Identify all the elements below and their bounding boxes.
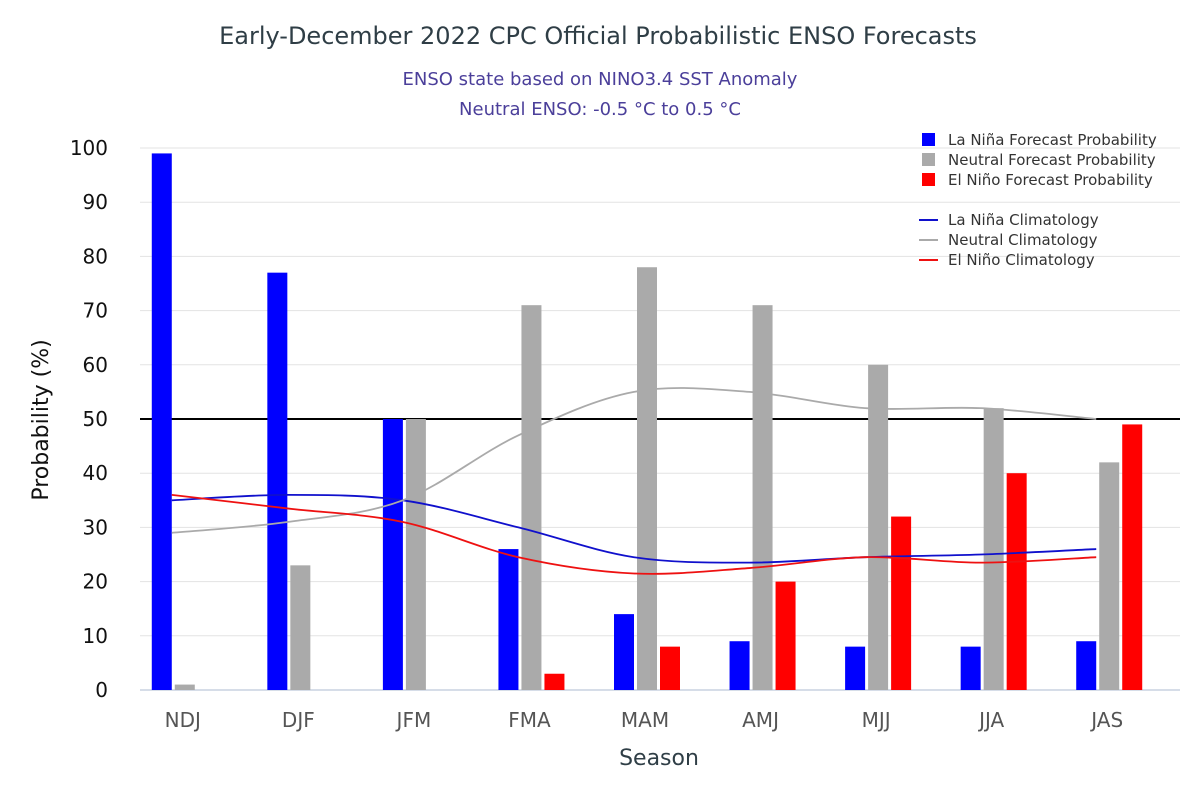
- bar-la-JJA: [960, 646, 981, 690]
- bar-el-AMJ: [775, 581, 796, 690]
- bar-neutral-AMJ: [752, 305, 773, 690]
- x-axis-label: Season: [619, 746, 699, 771]
- y-axis-ticks: 0 10 20 30 40 50 60 70 80 90 100: [70, 136, 108, 702]
- bar-neutral-DJF: [290, 565, 311, 690]
- x-tick-label-MJJ: MJJ: [862, 708, 891, 732]
- legend-label-1: Neutral Forecast Probability: [948, 151, 1156, 169]
- chart-title: Early-December 2022 CPC Official Probabi…: [219, 22, 977, 50]
- bar-el-FMA: [544, 673, 565, 690]
- bar-la-MAM: [614, 614, 634, 690]
- bar-neutral-JFM: [405, 419, 426, 690]
- bar-el-JJA: [1006, 473, 1027, 690]
- bar-la-FMA: [498, 549, 519, 690]
- y-tick-label-80: 80: [83, 244, 108, 268]
- x-tick-label-JJA: JJA: [977, 708, 1004, 732]
- chart-subtitle: ENSO state based on NINO3.4 SST Anomaly: [403, 69, 798, 90]
- x-tick-label-AMJ: AMJ: [742, 708, 779, 732]
- y-tick-label-40: 40: [83, 461, 108, 485]
- bar-el-JAS: [1122, 424, 1143, 690]
- legend-line-label-0: La Niña Climatology: [948, 211, 1099, 229]
- bar-la-JAS: [1076, 641, 1097, 690]
- x-axis-ticks: NDJ DJF JFM FMA MAM AMJ MJJ JJA JAS: [165, 708, 1124, 732]
- legend-swatch-0: [922, 133, 935, 146]
- bar-el-MAM: [660, 646, 680, 690]
- bar-la-DJF: [267, 272, 288, 690]
- line-la-nina-climatology: [171, 493, 1097, 564]
- line-neutral-climatology: [171, 387, 1097, 534]
- y-tick-label-50: 50: [83, 407, 108, 431]
- x-tick-label-NDJ: NDJ: [165, 708, 201, 732]
- y-tick-label-30: 30: [83, 515, 108, 539]
- y-tick-label-10: 10: [83, 624, 108, 648]
- y-tick-label-70: 70: [83, 299, 108, 323]
- y-tick-label-20: 20: [83, 570, 108, 594]
- bar-la-MJJ: [845, 646, 866, 690]
- legend-label-2: El Niño Forecast Probability: [948, 171, 1153, 189]
- legend-swatch-2: [922, 173, 935, 186]
- legend: La Niña Forecast Probability Neutral Fore…: [919, 131, 1157, 269]
- bar-neutral-MAM: [637, 267, 657, 690]
- x-tick-label-JFM: JFM: [395, 708, 432, 732]
- bar-neutral-NDJ: [174, 684, 195, 690]
- bar-neutral-FMA: [521, 305, 542, 690]
- y-tick-label-60: 60: [83, 353, 108, 377]
- legend-line-label-2: El Niño Climatology: [948, 251, 1095, 269]
- bar-la-JFM: [382, 419, 403, 690]
- y-tick-label-0: 0: [95, 678, 108, 702]
- x-tick-label-MAM: MAM: [621, 708, 669, 732]
- bar-el-MJJ: [891, 516, 912, 690]
- bar-neutral-JAS: [1099, 462, 1120, 690]
- bars-group: [151, 153, 1143, 691]
- x-tick-label-FMA: FMA: [508, 708, 551, 732]
- line-el-nino-climatology: [171, 493, 1097, 575]
- legend-label-0: La Niña Forecast Probability: [948, 131, 1157, 149]
- y-tick-label-90: 90: [83, 190, 108, 214]
- bar-la-NDJ: [151, 153, 172, 691]
- y-axis-label: Probability (%): [29, 339, 54, 500]
- x-tick-label-DJF: DJF: [282, 708, 315, 732]
- bar-neutral-JJA: [983, 408, 1004, 690]
- climatology-lines: [171, 387, 1097, 575]
- gridlines: [140, 147, 1180, 691]
- legend-line-label-1: Neutral Climatology: [948, 231, 1098, 249]
- bar-neutral-MJJ: [868, 364, 889, 690]
- x-tick-label-JAS: JAS: [1089, 708, 1123, 732]
- bar-la-AMJ: [729, 641, 750, 690]
- legend-swatch-1: [922, 153, 935, 166]
- y-tick-label-100: 100: [70, 136, 108, 160]
- chart-subtitle-neutral-range: Neutral ENSO: -0.5 °C to 0.5 °C: [459, 99, 741, 120]
